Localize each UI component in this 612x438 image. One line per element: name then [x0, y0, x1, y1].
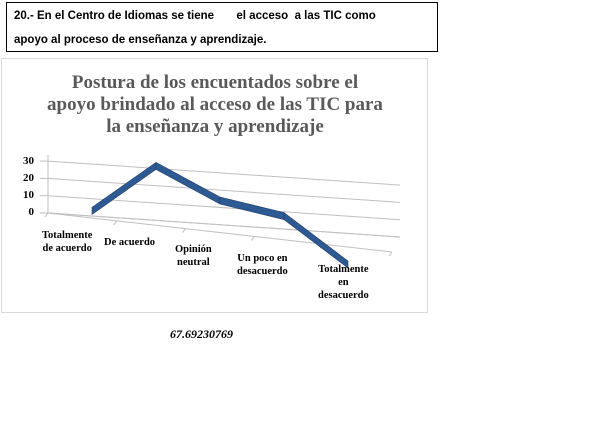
x-category-label: Totalmente en desacuerdo — [318, 264, 369, 301]
x-tick — [388, 251, 393, 257]
series-segment — [91, 161, 157, 215]
x-tick — [113, 220, 118, 226]
series-ribbon — [91, 161, 349, 269]
x-tick — [44, 212, 49, 218]
chart-title-line-3: la enseñanza y aprendizaje — [106, 116, 324, 137]
footer-value: 67.69230769 — [170, 327, 233, 341]
floor-front-edge — [47, 212, 393, 253]
x-tick — [250, 236, 255, 241]
x-category-label: Opinión neutral — [175, 244, 212, 268]
y-tick-label: 0 — [28, 206, 35, 218]
question-line-1: 20.- En el Centro de Idiomas se tiene el… — [14, 10, 376, 22]
x-category-label: Totalmente de acuerdo — [42, 230, 93, 254]
series-segment — [155, 161, 221, 205]
chart-frame — [1, 58, 428, 313]
gridline — [47, 160, 401, 186]
gridline — [47, 177, 401, 203]
chart-title-line-1: Postura de los encuentados sobre el — [71, 72, 359, 93]
chart-title-line-2: apoyo brindado al acceso de las TIC para — [47, 94, 383, 115]
x-tick — [182, 228, 187, 233]
x-category-label: De acuerdo — [104, 237, 156, 248]
y-tick-label: 30 — [23, 155, 34, 167]
x-axis-floor — [44, 155, 401, 257]
chart-title: Postura de los encuentados sobre el apoy… — [0, 72, 430, 138]
y-tick-label: 10 — [23, 189, 34, 201]
floor-back-edge — [47, 212, 401, 238]
y-tick-label: 20 — [23, 172, 34, 184]
question-line-2: apoyo al proceso de enseñanza y aprendiz… — [14, 34, 267, 46]
x-category-label: Un poco en desacuerdo — [237, 253, 288, 277]
series-segment — [283, 211, 349, 269]
question-box: 20.- En el Centro de Idiomas se tiene el… — [6, 2, 438, 52]
